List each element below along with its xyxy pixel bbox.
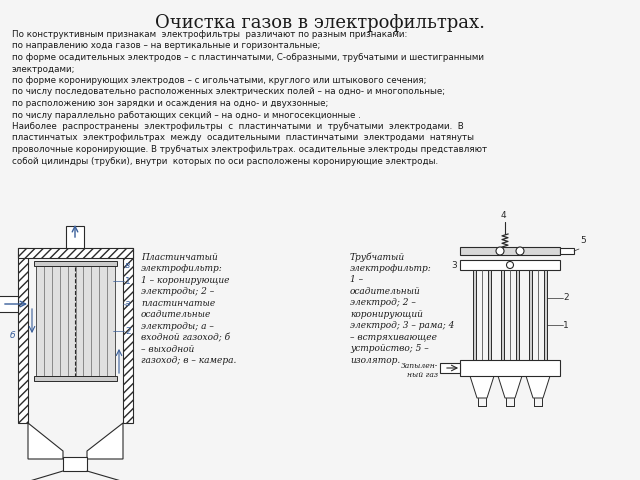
Text: 4: 4 <box>500 211 506 220</box>
Bar <box>488 270 491 360</box>
Circle shape <box>516 247 524 255</box>
Bar <box>18 248 28 423</box>
Circle shape <box>496 247 504 255</box>
Polygon shape <box>498 376 522 398</box>
Bar <box>0 296 18 312</box>
Bar <box>34 376 117 381</box>
Text: 3: 3 <box>451 261 457 269</box>
Bar <box>460 260 560 270</box>
Bar <box>516 270 519 360</box>
Bar <box>36 266 115 376</box>
Text: а: а <box>125 300 131 309</box>
Text: Запылен-
ный газ: Запылен- ный газ <box>401 362 438 379</box>
Text: 2: 2 <box>125 326 131 336</box>
Text: Очистка газов в электрофильтрах.: Очистка газов в электрофильтрах. <box>155 14 485 32</box>
Text: Пластинчатый
электрофильтр:
1 – коронирующие
электроды; 2 –
пластинчатые
осадите: Пластинчатый электрофильтр: 1 – корониру… <box>141 253 236 365</box>
Bar <box>440 363 460 373</box>
Polygon shape <box>470 376 494 398</box>
Text: по числу последовательно расположенных электрических полей – на одно- и многопол: по числу последовательно расположенных э… <box>12 87 445 96</box>
Bar <box>34 261 117 266</box>
Text: по форме коронирующих электродов – с игольчатыми, круглого или штыкового сечения: по форме коронирующих электродов – с иго… <box>12 76 426 85</box>
Text: 2: 2 <box>563 293 568 302</box>
Text: 1: 1 <box>563 321 569 329</box>
Text: электродами;: электродами; <box>12 64 76 73</box>
Text: собой цилиндры (трубки), внутри  которых по оси расположены коронирующие электро: собой цилиндры (трубки), внутри которых … <box>12 156 438 166</box>
Bar <box>460 360 560 376</box>
Bar <box>63 457 87 471</box>
Bar <box>501 270 504 360</box>
Text: пластинчатых  электрофильтрах  между  осадительными  пластинчатыми  электродами : пластинчатых электрофильтрах между осади… <box>12 133 474 143</box>
Text: проволочные коронирующие. В трубчатых электрофильтрах. осадительные электроды пр: проволочные коронирующие. В трубчатых эл… <box>12 145 487 154</box>
Text: в: в <box>125 261 131 270</box>
Bar <box>544 270 547 360</box>
Polygon shape <box>87 423 123 459</box>
Bar <box>123 248 133 423</box>
Circle shape <box>506 262 513 268</box>
Bar <box>66 226 84 248</box>
Text: по направлению хода газов – на вертикальные и горизонтальные;: по направлению хода газов – на вертикаль… <box>12 41 321 50</box>
Bar <box>18 248 133 258</box>
Text: 5: 5 <box>580 236 586 245</box>
Text: по числу параллельно работающих секций – на одно- и многосекционные .: по числу параллельно работающих секций –… <box>12 110 361 120</box>
Bar <box>460 247 560 255</box>
Text: б: б <box>10 331 15 339</box>
Text: Наиболее  распространены  электрофильтры  с  пластинчатыми  и  трубчатыми  элект: Наиболее распространены электрофильтры с… <box>12 122 464 131</box>
Polygon shape <box>526 376 550 398</box>
Bar <box>560 248 574 254</box>
Text: По конструктивным признакам  электрофильтры  различают по разным признаками:: По конструктивным признакам электрофильт… <box>12 30 408 39</box>
Text: по форме осадительных электродов – с пластинчатыми, С-образными, трубчатыми и ше: по форме осадительных электродов – с пла… <box>12 53 484 62</box>
Text: Трубчатый
электрофильтр:
1 –
осадительный
электрод; 2 –
коронирующий
электрод; 3: Трубчатый электрофильтр: 1 – осадительны… <box>350 252 454 364</box>
Bar <box>473 270 476 360</box>
Text: 1: 1 <box>125 276 131 286</box>
Polygon shape <box>28 423 63 459</box>
Bar <box>529 270 532 360</box>
Text: по расположению зон зарядки и осаждения на одно- и двухзонные;: по расположению зон зарядки и осаждения … <box>12 99 328 108</box>
